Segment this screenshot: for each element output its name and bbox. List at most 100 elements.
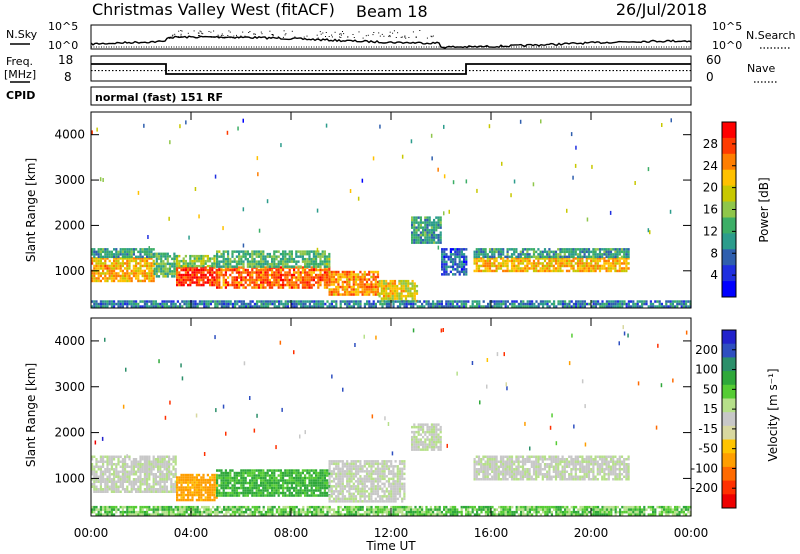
range-cell [213,283,216,287]
range-cell [335,273,338,276]
range-cell [251,273,254,277]
range-cell [295,283,298,287]
range-cell [337,490,340,493]
range-cell [430,223,433,227]
range-cell [148,465,151,468]
range-cell [267,302,270,306]
range-cell [172,483,175,486]
range-cell [244,250,247,253]
range-cell [435,233,438,237]
range-cell [290,474,293,477]
range-cell [95,458,98,461]
range-cell [374,305,377,308]
range-cell [162,267,165,271]
range-cell [115,248,118,251]
range-cell [376,283,380,286]
range-cell [126,250,129,254]
range-cell [128,475,131,478]
noise-spike [199,30,201,32]
range-cell [113,274,116,278]
range-cell [350,275,353,279]
noise-spike [180,33,182,35]
noise-spike [419,30,421,31]
range-cell [443,258,446,261]
colorbar-tick-label: 4 [710,268,718,282]
range-cell [332,288,336,291]
range-cell [227,471,230,475]
noise-spike [208,31,210,32]
range-cell [385,282,388,285]
range-cell [195,264,198,268]
range-cell [150,269,153,273]
range-cell [424,228,427,232]
range-cell [433,233,436,237]
range-cell [482,262,485,265]
range-cell [343,465,347,468]
range-cell [141,255,144,259]
range-cell [359,290,362,294]
range-cell [387,465,391,468]
range-cell [204,268,207,272]
colorbar-swatch [722,122,736,139]
range-cell [312,471,315,475]
range-cell [315,300,318,303]
range-cell [200,259,203,263]
range-cell [143,490,146,493]
scatter-cell [488,124,491,129]
range-cell [110,267,113,270]
range-cell [233,486,236,490]
range-cell [206,481,209,484]
scatter-cell [437,167,439,172]
range-cell [178,476,181,479]
range-cell [202,481,205,484]
range-cell [193,257,196,260]
range-cell [603,250,606,254]
range-cell [262,273,265,277]
range-cell [363,288,366,291]
range-cell [193,273,196,277]
range-cell [132,257,135,260]
range-cell [262,486,265,490]
range-cell [150,468,153,471]
range-cell [343,485,347,488]
range-cell [374,477,377,481]
range-cell [328,477,331,481]
range-cell [465,263,468,266]
range-cell [95,264,98,268]
range-cell [113,253,116,256]
range-cell [148,279,151,283]
range-cell [398,287,401,290]
range-cell [618,264,621,268]
range-cell [104,248,107,251]
range-cell [359,497,362,501]
range-cell [297,260,300,263]
range-cell [242,250,245,253]
range-cell [284,255,287,258]
range-cell [153,255,156,258]
range-cell [216,273,219,277]
range-cell [206,488,209,492]
range-cell [396,485,399,488]
range-cell [204,481,207,484]
range-cell [135,480,138,483]
range-cell [413,216,416,219]
range-cell [161,478,164,481]
range-cell [157,267,161,271]
noise-spike [331,36,333,38]
range-cell [359,492,362,496]
range-cell [253,486,256,490]
range-cell [180,283,183,287]
range-cell [238,305,241,308]
range-cell [139,473,142,476]
range-cell [187,488,190,492]
range-cell [284,271,287,274]
range-cell [452,273,455,276]
range-cell [312,255,315,258]
range-cell [268,486,271,490]
range-cell [106,483,109,486]
range-cell [128,264,131,268]
range-cell [559,264,562,268]
range-cell [437,221,440,224]
range-cell [616,262,619,265]
range-cell [249,255,252,258]
